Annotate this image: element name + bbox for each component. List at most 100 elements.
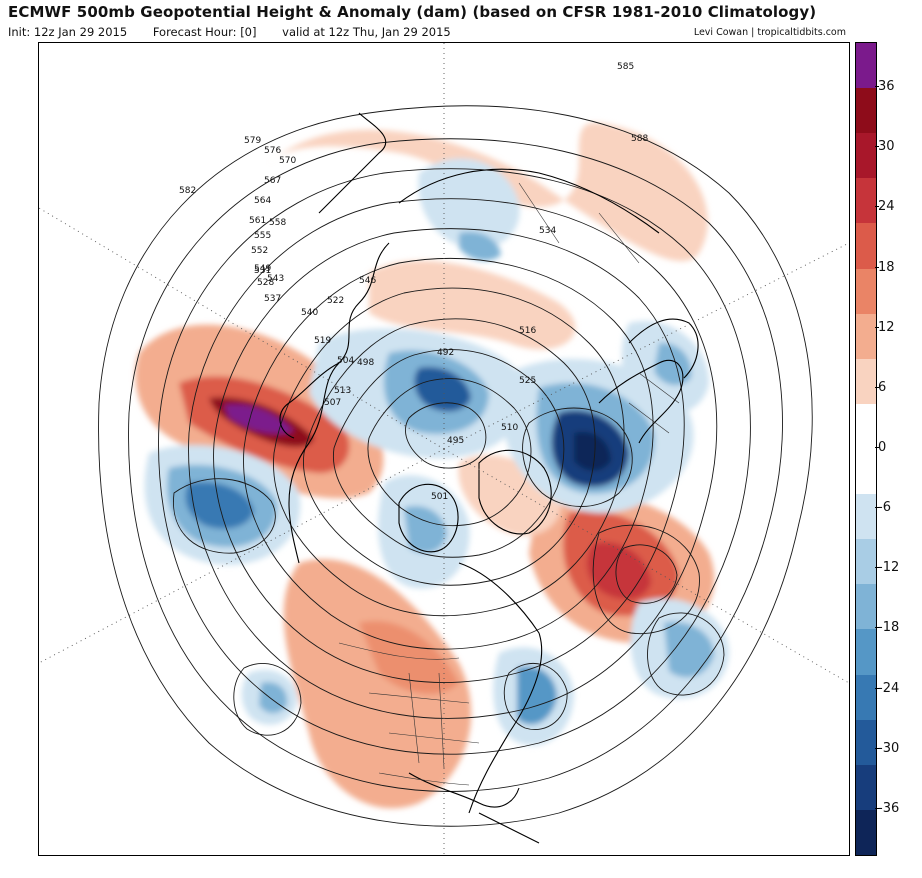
border-europe-a <box>638 372 680 404</box>
positive-anomaly-arctic <box>369 260 576 350</box>
border-us-mexico <box>378 772 470 786</box>
colorbar-segment <box>856 403 876 450</box>
contour-label: 579 <box>244 136 261 146</box>
contour-label: 585 <box>617 62 634 72</box>
contour-528-pacific-low <box>173 478 276 554</box>
negative-anomaly-us-east-core <box>517 666 557 725</box>
contour-label: 549 <box>254 264 271 274</box>
contour-label: 516 <box>519 326 536 336</box>
contour-label: 564 <box>254 196 271 206</box>
colorbar-segment <box>856 358 876 405</box>
credit-text: Levi Cowan | tropicaltidbits.com <box>693 27 846 38</box>
contour-label: 495 <box>447 436 464 446</box>
contour-579 <box>128 138 783 792</box>
contour-label: 552 <box>251 246 268 256</box>
contour-573-pacific <box>233 663 302 736</box>
contour-label: 576 <box>264 146 281 156</box>
colorbar-segment <box>856 494 876 540</box>
negative-anomaly-europe-max <box>574 431 611 471</box>
contour-label: 498 <box>357 358 374 368</box>
contour-label: 543 <box>267 274 284 284</box>
coastlines <box>279 112 699 844</box>
border-us-canada <box>338 642 460 660</box>
contour-516 <box>332 349 565 558</box>
contour-498-low <box>405 402 487 469</box>
contour-label: 567 <box>264 176 281 186</box>
map-panel: 585 588 582 579 576 570 567 564 561 558 555 552 549 5… <box>38 42 850 856</box>
colorbar <box>855 42 877 856</box>
colorbar-segment <box>856 809 876 856</box>
coastline-central-america <box>478 812 540 844</box>
colorbar-tick-label: 12 <box>875 319 895 335</box>
contour-label: 522 <box>327 296 344 306</box>
negative-anomaly-mid-atlantic-core <box>664 622 714 678</box>
border-us-states-a <box>368 692 470 704</box>
colorbar-tick-label: 6 <box>874 379 887 395</box>
colorbar-tick-label: -6 <box>875 500 891 516</box>
contour-579-atlantic-low <box>647 612 725 696</box>
contour-510-europe <box>522 407 633 507</box>
coastline-north-america-west <box>288 242 390 564</box>
contour-label: 531 <box>254 266 271 276</box>
colorbar-segment <box>856 539 876 585</box>
contour-561 <box>188 198 718 719</box>
border-asia-b <box>598 212 640 264</box>
valid-time: valid at 12z Thu, Jan 29 2015 <box>282 25 451 39</box>
contour-582-atlantic-ridge <box>592 524 700 635</box>
border-us-states-d <box>438 672 445 769</box>
chart-subtitle: Init: 12z Jan 29 2015 Forecast Hour: [0]… <box>8 25 473 39</box>
coastline-europe <box>598 359 684 444</box>
positive-anomaly-atlantic-core <box>587 542 651 600</box>
negative-anomaly-siberia-core <box>459 231 501 261</box>
contour-label: 534 <box>539 226 556 236</box>
border-us-states-b <box>388 732 480 744</box>
meridian-nw <box>39 207 445 450</box>
colorbar-segment <box>856 88 876 134</box>
coastline-asia-east <box>318 112 387 214</box>
positive-anomaly-western-na <box>283 559 472 809</box>
contour-label: 558 <box>269 218 286 228</box>
colorbar-segment <box>856 133 876 179</box>
forecast-hour: Forecast Hour: [0] <box>152 25 257 39</box>
colorbar-segment <box>856 223 876 270</box>
contour-label: 504 <box>337 356 354 366</box>
contour-label: 537 <box>264 294 281 304</box>
contour-label: 582 <box>179 186 196 196</box>
contour-label: 492 <box>437 348 454 358</box>
contour-525 <box>303 318 596 586</box>
negative-anomaly-siberia <box>418 158 520 249</box>
map-meridians <box>39 43 849 855</box>
chart-title: ECMWF 500mb Geopotential Height & Anomal… <box>8 3 817 21</box>
contour-label: 528 <box>257 278 274 288</box>
contour-label: 510 <box>501 423 518 433</box>
contour-507 <box>367 378 532 527</box>
coastline-north-america-east <box>458 562 543 814</box>
positive-anomaly-pacific-max <box>224 404 294 434</box>
colorbar-segment <box>856 268 876 315</box>
contour-534 <box>273 287 625 617</box>
contour-570 <box>158 168 751 755</box>
colorbar-segment <box>856 719 876 766</box>
coastline-hudson-bay <box>398 483 459 553</box>
border-asia-a <box>518 182 560 244</box>
colorbar-segment <box>856 674 876 721</box>
coastline-scandinavia <box>628 318 699 379</box>
border-us-states-c <box>408 672 420 764</box>
colorbar-tick-label: -36 <box>874 800 900 816</box>
colorbar-tick-label: -18 <box>874 620 900 636</box>
contour-label: 588 <box>631 134 648 144</box>
colorbar-tick-label: -24 <box>874 680 900 696</box>
coastline-greenland <box>478 449 552 535</box>
coastline-alaska <box>279 362 340 439</box>
contour-label: 546 <box>359 276 376 286</box>
border-europe-b <box>628 402 670 434</box>
colorbar-segment <box>856 43 876 89</box>
contour-588-atlantic <box>615 544 678 604</box>
height-contours <box>98 105 813 827</box>
colorbar-tick-label: 36 <box>875 79 895 95</box>
negative-anomaly-scandinavia-mid <box>654 342 692 386</box>
colorbar-tick-label: 24 <box>875 199 895 215</box>
contour-label: 561 <box>249 216 266 226</box>
